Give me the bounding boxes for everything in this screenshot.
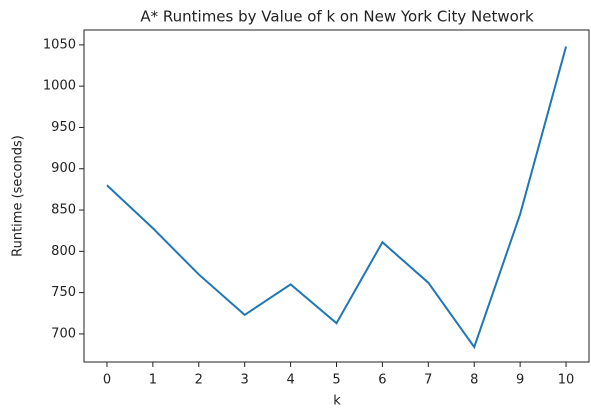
x-tick-label: 0 xyxy=(103,373,111,388)
y-axis-label: Runtime (seconds) xyxy=(11,135,26,257)
x-tick-label: 2 xyxy=(195,373,203,388)
line xyxy=(106,46,568,350)
y-tick-label: 1050 xyxy=(43,37,76,52)
y-tick-label: 700 xyxy=(51,326,76,341)
x-axis-label: k xyxy=(333,394,341,408)
plot-frame xyxy=(83,29,590,363)
y-tick-label: 1000 xyxy=(43,79,76,94)
x-tick-label: 7 xyxy=(424,373,432,388)
x-tick-label: 8 xyxy=(470,373,478,388)
chart-title: A* Runtimes by Value of k on New York Ci… xyxy=(140,8,534,26)
y-tick-label: 800 xyxy=(51,244,76,259)
y-tick-label: 950 xyxy=(51,120,76,135)
x-tick-label: 6 xyxy=(378,373,386,388)
x-tick-label: 4 xyxy=(286,373,294,388)
x-tick-label: 5 xyxy=(332,373,340,388)
x-tick-label: 9 xyxy=(516,373,524,388)
y-tick-label: 750 xyxy=(51,285,76,300)
y-tick-label: 850 xyxy=(51,203,76,218)
x-tick-label: 3 xyxy=(241,373,249,388)
x-tick-label: 1 xyxy=(149,373,157,388)
x-tick-label: 10 xyxy=(558,373,575,388)
y-tick-label: 900 xyxy=(51,161,76,176)
